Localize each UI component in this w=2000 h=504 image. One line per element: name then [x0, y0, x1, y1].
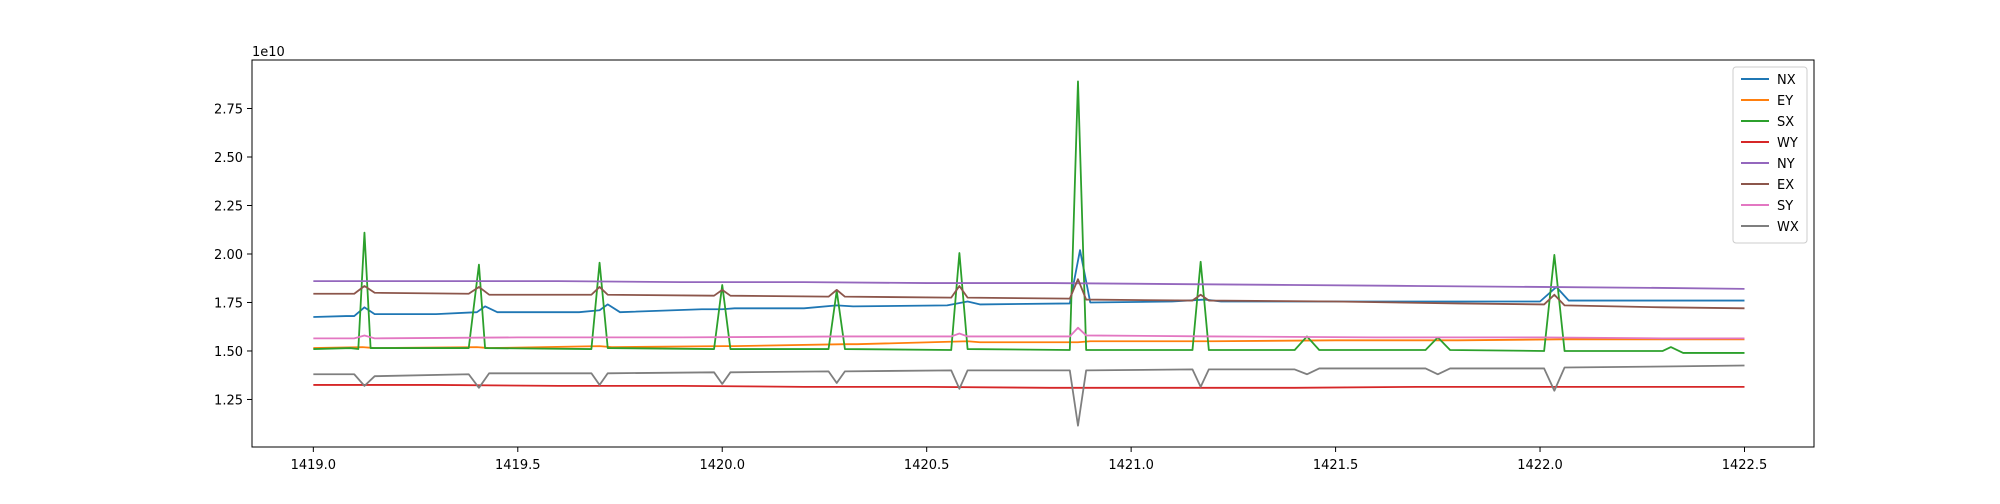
series-line-ey	[313, 338, 1745, 349]
legend-label-nx: NX	[1777, 73, 1796, 88]
y-tick-label: 2.00	[214, 248, 243, 263]
legend-label-wy: WY	[1777, 136, 1798, 151]
series-line-sy	[313, 326, 1745, 340]
y-tick-label: 2.75	[214, 102, 243, 117]
y-tick-label: 1.75	[214, 296, 243, 311]
series-line-ny	[313, 280, 1745, 290]
y-tick-label: 2.25	[214, 199, 243, 214]
axes: 1419.0 1419.5 1420.0 1420.5 1421.0 1421.5 1422…	[214, 59, 1815, 473]
y-offset-label: 1e10	[252, 45, 285, 60]
legend-box	[1732, 66, 1808, 244]
x-tick-label: 1420.0	[699, 458, 745, 473]
y-tick-label: 2.50	[214, 151, 243, 166]
y-tick-label: 1.50	[214, 345, 243, 360]
x-tick-label: 1419.0	[291, 458, 337, 473]
x-tick-label: 1420.5	[904, 458, 950, 473]
series-line-sx	[313, 80, 1745, 354]
x-tick-label: 1419.5	[495, 458, 541, 473]
y-tick-label: 1.25	[214, 393, 243, 408]
series-line-wx	[313, 364, 1745, 427]
legend-label-sy: SY	[1777, 199, 1793, 214]
series-lines	[313, 80, 1745, 427]
x-tick-label: 1422.5	[1722, 458, 1768, 473]
legend-label-ex: EX	[1777, 178, 1794, 193]
legend-label-ny: NY	[1777, 157, 1795, 172]
x-tick-label: 1422.0	[1517, 458, 1563, 473]
x-tick-label: 1421.0	[1108, 458, 1154, 473]
legend-label-wx: WX	[1777, 220, 1799, 235]
legend-label-sx: SX	[1777, 115, 1794, 130]
x-tick-label: 1421.5	[1313, 458, 1359, 473]
plot-frame	[251, 59, 1815, 448]
legend: NX EY SX WY NY EX SY WX	[1732, 66, 1808, 244]
series-line-ex	[313, 278, 1745, 310]
legend-label-ey: EY	[1777, 94, 1793, 109]
series-line-wy	[313, 384, 1745, 389]
